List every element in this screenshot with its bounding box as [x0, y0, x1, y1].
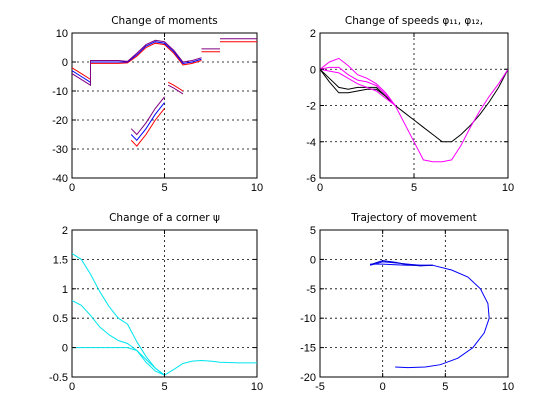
- y-tick-label: 0: [310, 64, 316, 76]
- plot-area: [71, 229, 258, 378]
- series-line-6: [167, 81, 184, 92]
- y-tick-label: 0.5: [53, 313, 68, 325]
- x-tick-label: 5: [161, 381, 167, 393]
- subplot-trajectory-of-movement: -5 0 5 10 -20 -15 -10 -5 0 5 Trajectory of movemen…: [300, 212, 514, 393]
- y-tick-label: 5: [310, 225, 316, 237]
- series-line-1: [320, 69, 396, 106]
- y-tick-label: -10: [300, 313, 316, 325]
- series-line-7: [167, 84, 184, 95]
- y-tick-label: 0: [62, 57, 68, 69]
- y-tick-label: -30: [52, 144, 68, 156]
- subplot-change-of-speeds: 0 5 10 -6 -4 -2 0 2 Change of speeds φ₁₁, φ₁₂,: [306, 15, 514, 194]
- x-tick-label: 10: [502, 381, 514, 393]
- y-tick-label: 1.5: [53, 254, 68, 266]
- series-line-0: [320, 68, 508, 143]
- series-line-1: [72, 300, 165, 376]
- x-tick-label: 10: [251, 381, 263, 393]
- y-tick-label: -40: [52, 173, 68, 185]
- y-tick-label: -15: [300, 343, 316, 355]
- chart-title: Trajectory of movement: [350, 212, 476, 224]
- plot-area: [319, 229, 509, 378]
- y-tick-label: 10: [56, 28, 68, 40]
- y-tick-label: -0.5: [49, 372, 68, 384]
- x-tick-label: 5: [442, 381, 448, 393]
- series-line-5: [130, 96, 165, 136]
- series-line-4: [320, 66, 396, 106]
- series-line-3: [395, 264, 490, 369]
- series-line-2: [72, 39, 202, 87]
- series-line-3: [320, 68, 396, 106]
- x-tick-label: 0: [380, 381, 386, 393]
- y-tick-label: -5: [306, 284, 316, 296]
- y-tick-label: -4: [306, 137, 316, 149]
- series-line-2: [72, 347, 165, 376]
- y-tick-label: -2: [306, 101, 316, 113]
- y-tick-label: 0: [310, 254, 316, 266]
- series-line-3: [130, 108, 165, 147]
- x-tick-label: 10: [251, 182, 263, 194]
- y-tick-label: -20: [52, 115, 68, 127]
- chart-title: Change of moments: [111, 15, 218, 27]
- x-tick-label: 0: [317, 182, 323, 194]
- series-line-2: [369, 260, 433, 267]
- x-tick-label: 5: [411, 182, 417, 194]
- chart-title: Change of a corner ψ: [109, 212, 220, 224]
- series-line-2: [320, 57, 508, 163]
- subplot-change-of-moments: 0 5 10 -40 -30 -20 -10 0 10 Change of moments: [52, 15, 263, 194]
- x-tick-label: 0: [69, 381, 75, 393]
- y-tick-label: 0: [62, 343, 68, 355]
- x-tick-label: 10: [502, 182, 514, 194]
- y-tick-label: 2: [310, 28, 316, 40]
- series-line-4: [130, 102, 165, 142]
- y-tick-label: -6: [306, 173, 316, 185]
- chart-title: Change of speeds φ₁₁, φ₁₂,: [345, 15, 483, 27]
- y-tick-label: -20: [300, 372, 316, 384]
- y-tick-label: 1: [62, 284, 68, 296]
- x-tick-label: 0: [69, 182, 75, 194]
- y-tick-label: -10: [52, 86, 68, 98]
- y-tick-label: 2: [62, 225, 68, 237]
- x-tick-label: -5: [315, 381, 325, 393]
- x-tick-label: 5: [161, 182, 167, 194]
